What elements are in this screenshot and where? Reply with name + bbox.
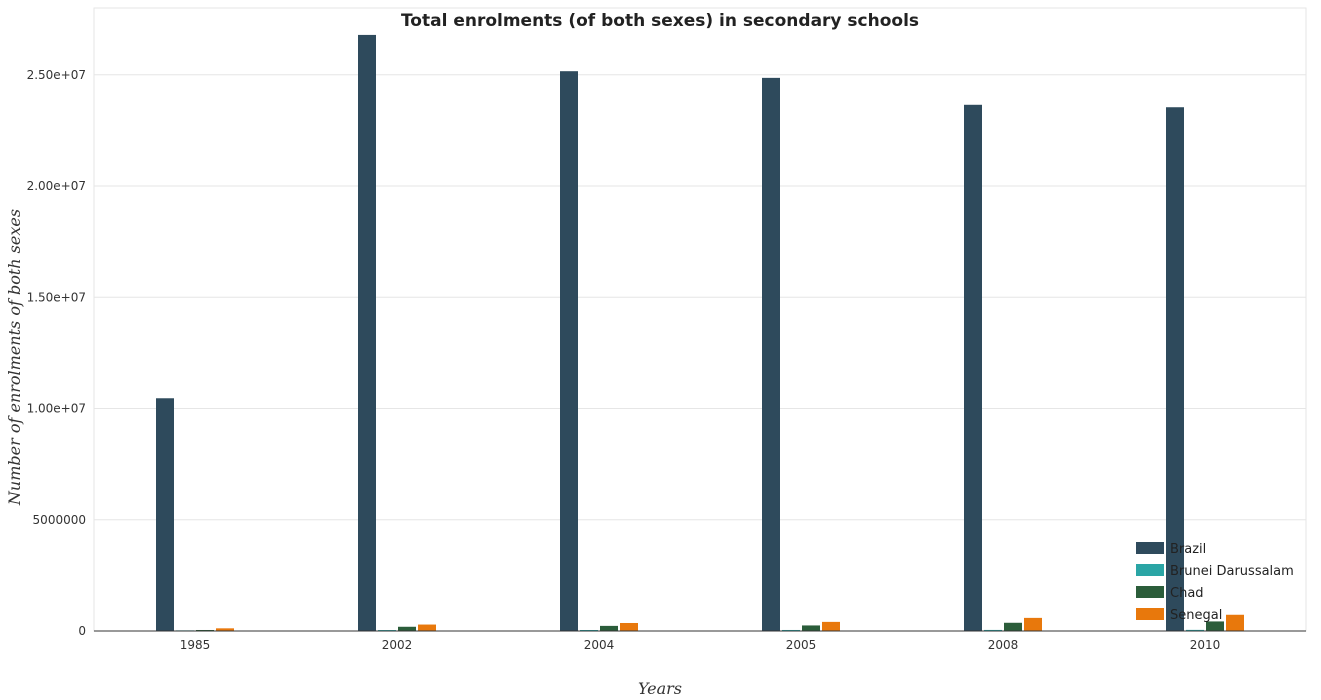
- y-tick-label: 1.00e+07: [27, 402, 86, 416]
- bar-brazil-2010: [1166, 107, 1184, 632]
- bar-brazil-2002: [358, 34, 376, 632]
- bar-senegal-2008: [1024, 617, 1042, 631]
- x-tick-label: 2004: [584, 638, 615, 652]
- bar-chad-2005: [802, 625, 820, 631]
- bar-brunei-darussalam-2005: [782, 629, 800, 631]
- bar-brazil-2008: [964, 104, 982, 632]
- legend-swatch: [1136, 542, 1164, 554]
- legend-label: Chad: [1170, 586, 1204, 601]
- bar-brunei-darussalam-2004: [580, 629, 598, 631]
- gridlines: [93, 7, 1307, 632]
- x-tick-label: 1985: [180, 638, 211, 652]
- bar-chad-2004: [600, 625, 618, 631]
- bar-chad-1985: [196, 629, 214, 631]
- x-axis-label: Years: [638, 679, 682, 698]
- plot-area: [93, 7, 1307, 632]
- legend-swatch: [1136, 586, 1164, 598]
- y-tick-label: 2.50e+07: [27, 68, 86, 82]
- legend-swatch: [1136, 564, 1164, 576]
- legend: Brazil Brunei Darussalam Chad Senegal: [1136, 542, 1294, 623]
- bar-chad-2008: [1004, 622, 1022, 631]
- bar-brazil-2004: [560, 71, 578, 631]
- y-axis-label: Number of enrolments of both sexes: [5, 209, 24, 506]
- y-tick-label: 1.50e+07: [27, 290, 86, 304]
- bar-brazil-1985: [156, 398, 174, 631]
- legend-label: Senegal: [1170, 608, 1222, 623]
- chart-title: Total enrolments (of both sexes) in seco…: [401, 11, 919, 31]
- legend-label: Brunei Darussalam: [1170, 564, 1294, 579]
- y-tick-label: 2.00e+07: [27, 179, 86, 193]
- bar-brunei-darussalam-2010: [1186, 629, 1204, 631]
- y-tick-label: 0: [78, 624, 86, 638]
- bar-senegal-2005: [822, 621, 840, 631]
- legend-swatch: [1136, 608, 1164, 620]
- bar-senegal-2002: [418, 624, 436, 631]
- bar-brazil-2005: [762, 77, 780, 632]
- bar-brunei-darussalam-2008: [984, 629, 1002, 631]
- axes: 0 5000000 1.00e+07 1.50e+07 2.00e+07 2.50e+07…: [27, 68, 1306, 652]
- x-tick-label: 2010: [1190, 638, 1221, 652]
- bar-senegal-2010: [1226, 614, 1244, 631]
- x-tick-label: 2008: [988, 638, 1019, 652]
- bar-senegal-1985: [216, 628, 234, 631]
- x-tick-label: 2002: [382, 638, 413, 652]
- x-tick-label: 2005: [786, 638, 817, 652]
- bar-chad-2010: [1206, 621, 1224, 631]
- bar-senegal-2004: [620, 622, 638, 631]
- bar-chad-2002: [398, 626, 416, 631]
- legend-label: Brazil: [1170, 542, 1206, 557]
- y-tick-label: 5000000: [33, 513, 86, 527]
- bars: [156, 34, 1244, 632]
